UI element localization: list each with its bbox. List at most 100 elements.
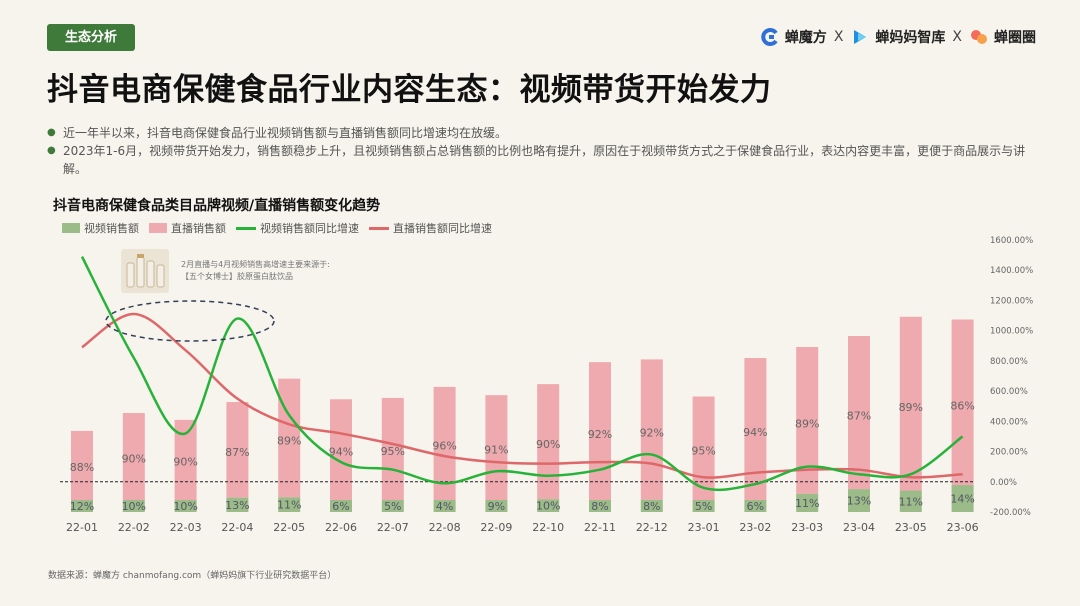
- brand-name: 蝉圈圈: [994, 30, 1036, 46]
- video-share-label: 9%: [488, 500, 505, 513]
- live-bar: [796, 347, 819, 494]
- y2-tick-label: 200.00%: [990, 448, 1028, 458]
- y2-tick-label: 1000.00%: [990, 327, 1033, 337]
- video-bar: [796, 493, 819, 512]
- brand-chanquanquan[interactable]: 蝉圈圈: [969, 27, 1036, 47]
- chanmama-logo-icon: [854, 30, 867, 44]
- brand-chanmama[interactable]: 蝉妈妈智库: [850, 27, 945, 47]
- y2-tick-label: 1600.00%: [990, 236, 1033, 246]
- video-share-label: 11%: [795, 497, 819, 510]
- x-tick-label: 22-04: [221, 521, 253, 534]
- video-bar: [330, 500, 352, 512]
- live-share-label: 90%: [536, 438, 560, 451]
- bullet-dot-icon: ●: [47, 127, 56, 138]
- y2-tick-label: 0.00%: [990, 478, 1017, 488]
- live-bar: [433, 386, 456, 500]
- live-share-label: 94%: [743, 426, 767, 439]
- x-tick-label: 22-08: [429, 521, 461, 534]
- live-bar: [485, 395, 508, 500]
- x-tick-label: 23-01: [688, 521, 720, 534]
- live-bar: [381, 397, 404, 500]
- y2-tick-label: 1200.00%: [990, 296, 1033, 306]
- live-share-label: 86%: [950, 400, 974, 413]
- video-share-label: 6%: [332, 500, 349, 513]
- product-bottle-icon: [126, 254, 165, 288]
- x-tick-label: 22-12: [636, 521, 668, 534]
- video-share-label: 5%: [695, 500, 712, 513]
- x-tick-label: 22-11: [584, 521, 616, 534]
- x-tick-label: 22-06: [325, 521, 357, 534]
- video-growth-line: [80, 256, 964, 492]
- y2-tick-label: 600.00%: [990, 387, 1028, 397]
- bullet-item: ● 2023年1-6月，视频带货开始发力，销售额稳步上升，且视频销售额占总销售额…: [47, 142, 1037, 178]
- brand-name: 蝉妈妈智库: [875, 30, 946, 46]
- live-bar: [537, 384, 560, 500]
- live-bar: [744, 358, 767, 500]
- live-growth-line: [81, 312, 963, 479]
- video-bar: [848, 489, 870, 512]
- legend-item: 视频销售额: [62, 220, 139, 236]
- bullet-dot-icon: ●: [47, 145, 56, 156]
- video-share-label: 8%: [591, 500, 608, 513]
- video-bar: [692, 500, 715, 512]
- bullet-item: ● 近一年半以来，抖音电商保健食品行业视频销售额与直播销售额同比增速均在放缓。: [47, 124, 1037, 142]
- data-source: 数据来源：蝉魔方 chanmofang.com（蝉妈妈旗下行业研究数据平台）: [48, 571, 337, 581]
- legend-label: 直播销售额: [171, 222, 226, 235]
- live-bar: [848, 336, 870, 490]
- section-tag: 生态分析: [47, 24, 135, 51]
- highlight-ellipse: [105, 300, 275, 342]
- video-bar: [226, 497, 249, 512]
- video-share-label: 6%: [747, 500, 764, 513]
- chanquanquan-logo-icon: [971, 30, 987, 44]
- video-bar: [381, 500, 404, 512]
- x-tick-label: 22-09: [480, 521, 512, 534]
- live-bar: [226, 402, 249, 498]
- live-bar: [589, 362, 611, 500]
- legend-swatch: [236, 226, 256, 230]
- video-share-label: 12%: [70, 500, 94, 513]
- live-share-label: 92%: [588, 428, 612, 441]
- legend-label: 视频销售额同比增速: [260, 222, 359, 235]
- x-tick-label: 23-04: [843, 521, 875, 534]
- x-tick-label: 22-02: [118, 521, 150, 534]
- y2-tick-label: 1400.00%: [990, 266, 1033, 276]
- live-share-label: 95%: [691, 444, 715, 457]
- live-share-label: 87%: [225, 446, 249, 459]
- summary-bullets: ● 近一年半以来，抖音电商保健食品行业视频销售额与直播销售额同比增速均在放缓。 …: [47, 124, 1037, 178]
- video-bar: [174, 500, 197, 512]
- live-bar: [174, 419, 197, 500]
- live-bar: [951, 319, 974, 486]
- bullet-text: 近一年半以来，抖音电商保健食品行业视频销售额与直播销售额同比增速均在放缓。: [63, 126, 508, 140]
- x-tick-label: 22-10: [532, 521, 564, 534]
- legend-item: 直播销售额同比增速: [369, 220, 492, 236]
- x-tick-label: 23-03: [791, 521, 823, 534]
- video-share-label: 8%: [643, 500, 660, 513]
- video-share-label: 10%: [122, 500, 146, 513]
- brand-separator: X: [952, 29, 962, 45]
- video-bar: [589, 500, 611, 512]
- product-thumbnail: [121, 249, 169, 293]
- video-bar: [744, 500, 767, 512]
- x-tick-label: 22-05: [273, 521, 305, 534]
- x-tick-label: 22-03: [170, 521, 202, 534]
- video-bar: [899, 490, 922, 512]
- brand-name: 蝉魔方: [784, 30, 827, 46]
- live-bar: [122, 413, 145, 500]
- video-bar: [122, 500, 145, 512]
- x-tick-label: 23-05: [895, 521, 927, 534]
- brand-separator: X: [833, 29, 844, 45]
- brand-chanmofang[interactable]: 蝉魔方: [760, 27, 827, 47]
- video-bar: [278, 497, 301, 512]
- legend-swatch: [369, 226, 389, 230]
- live-share-label: 89%: [899, 401, 923, 414]
- legend-swatch: [62, 223, 80, 233]
- legend-item: 视频销售额同比增速: [236, 220, 359, 236]
- bullet-text: 2023年1-6月，视频带货开始发力，销售额稳步上升，且视频销售额占总销售额的比…: [63, 144, 1026, 176]
- live-share-label: 92%: [640, 426, 664, 439]
- video-share-label: 5%: [384, 500, 401, 513]
- video-bar: [485, 500, 508, 512]
- live-share-label: 90%: [122, 452, 146, 465]
- y2-tick-label: 800.00%: [990, 357, 1028, 367]
- chart-annotation: 2月直播与4月视频销售高增速主要来源于: 【五个女博士】胶原蛋白肽饮品: [181, 259, 330, 283]
